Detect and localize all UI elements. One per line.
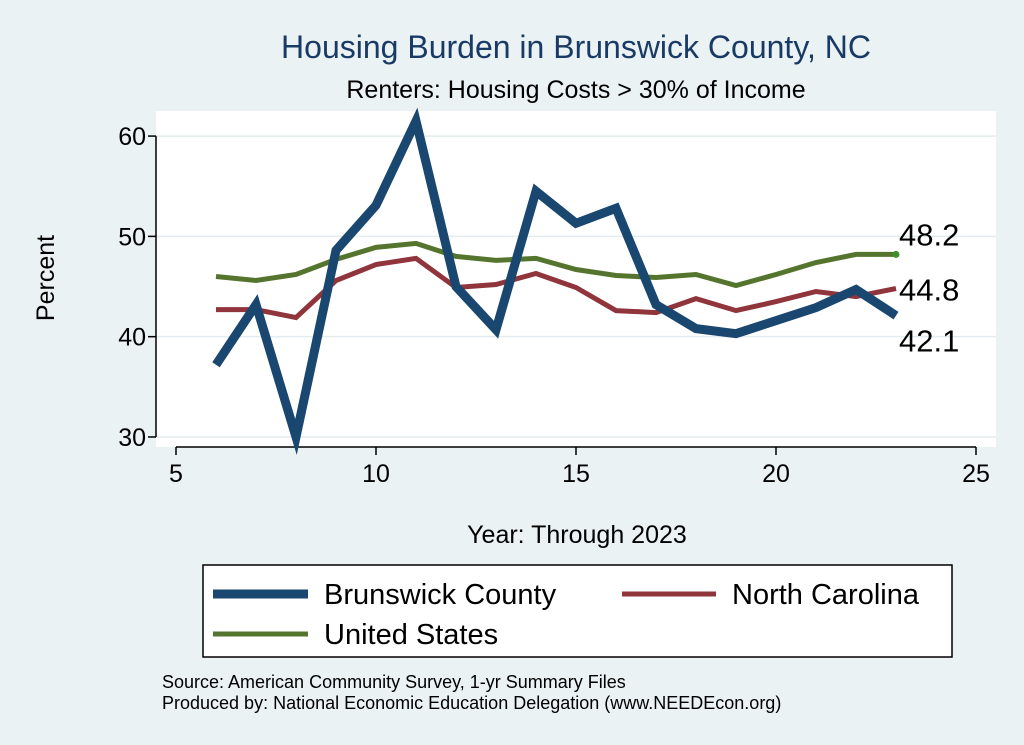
x-axis-title: Year: Through 2023 — [467, 521, 687, 549]
end-label-brunswick-county: 42.1 — [899, 324, 959, 359]
end-label-north-carolina: 44.8 — [899, 273, 959, 308]
source-note: Source: American Community Survey, 1-yr … — [162, 672, 626, 692]
plot-area — [156, 111, 996, 447]
series — [212, 107, 900, 456]
producer-note: Produced by: National Economic Education… — [162, 693, 781, 713]
legend-label-north-carolina: North Carolina — [732, 579, 920, 611]
x-tick-label: 25 — [962, 460, 990, 488]
x-tick-label: 15 — [562, 460, 590, 488]
chart-title: Housing Burden in Brunswick County, NC — [281, 29, 871, 65]
x-tick-label: 20 — [762, 460, 790, 488]
x-tick-label: 5 — [169, 460, 183, 488]
legend-label-brunswick-county: Brunswick County — [324, 579, 557, 611]
y-tick-label: 50 — [118, 223, 146, 251]
end-labels: 42.1 44.8 48.2 — [899, 217, 959, 358]
legend: Brunswick County North Carolina United Sta… — [202, 564, 953, 658]
axes: 30 40 50 60 5 10 15 20 25 — [118, 123, 990, 488]
end-label-united-states: 48.2 — [899, 217, 959, 252]
legend-entries: Brunswick County North Carolina United Sta… — [213, 579, 920, 651]
y-tick-label: 40 — [118, 324, 146, 352]
legend-label-united-states: United States — [324, 619, 498, 651]
legend-box — [202, 564, 953, 658]
series-end-marker-united-states — [892, 250, 900, 258]
x-tick-label: 10 — [362, 460, 390, 488]
y-tick-label: 60 — [118, 123, 146, 151]
chart-subtitle: Renters: Housing Costs > 30% of Income — [346, 76, 805, 104]
y-axis-title: Percent — [32, 235, 60, 321]
series-line-brunswick-county — [212, 107, 899, 456]
y-tick-label: 30 — [118, 424, 146, 452]
